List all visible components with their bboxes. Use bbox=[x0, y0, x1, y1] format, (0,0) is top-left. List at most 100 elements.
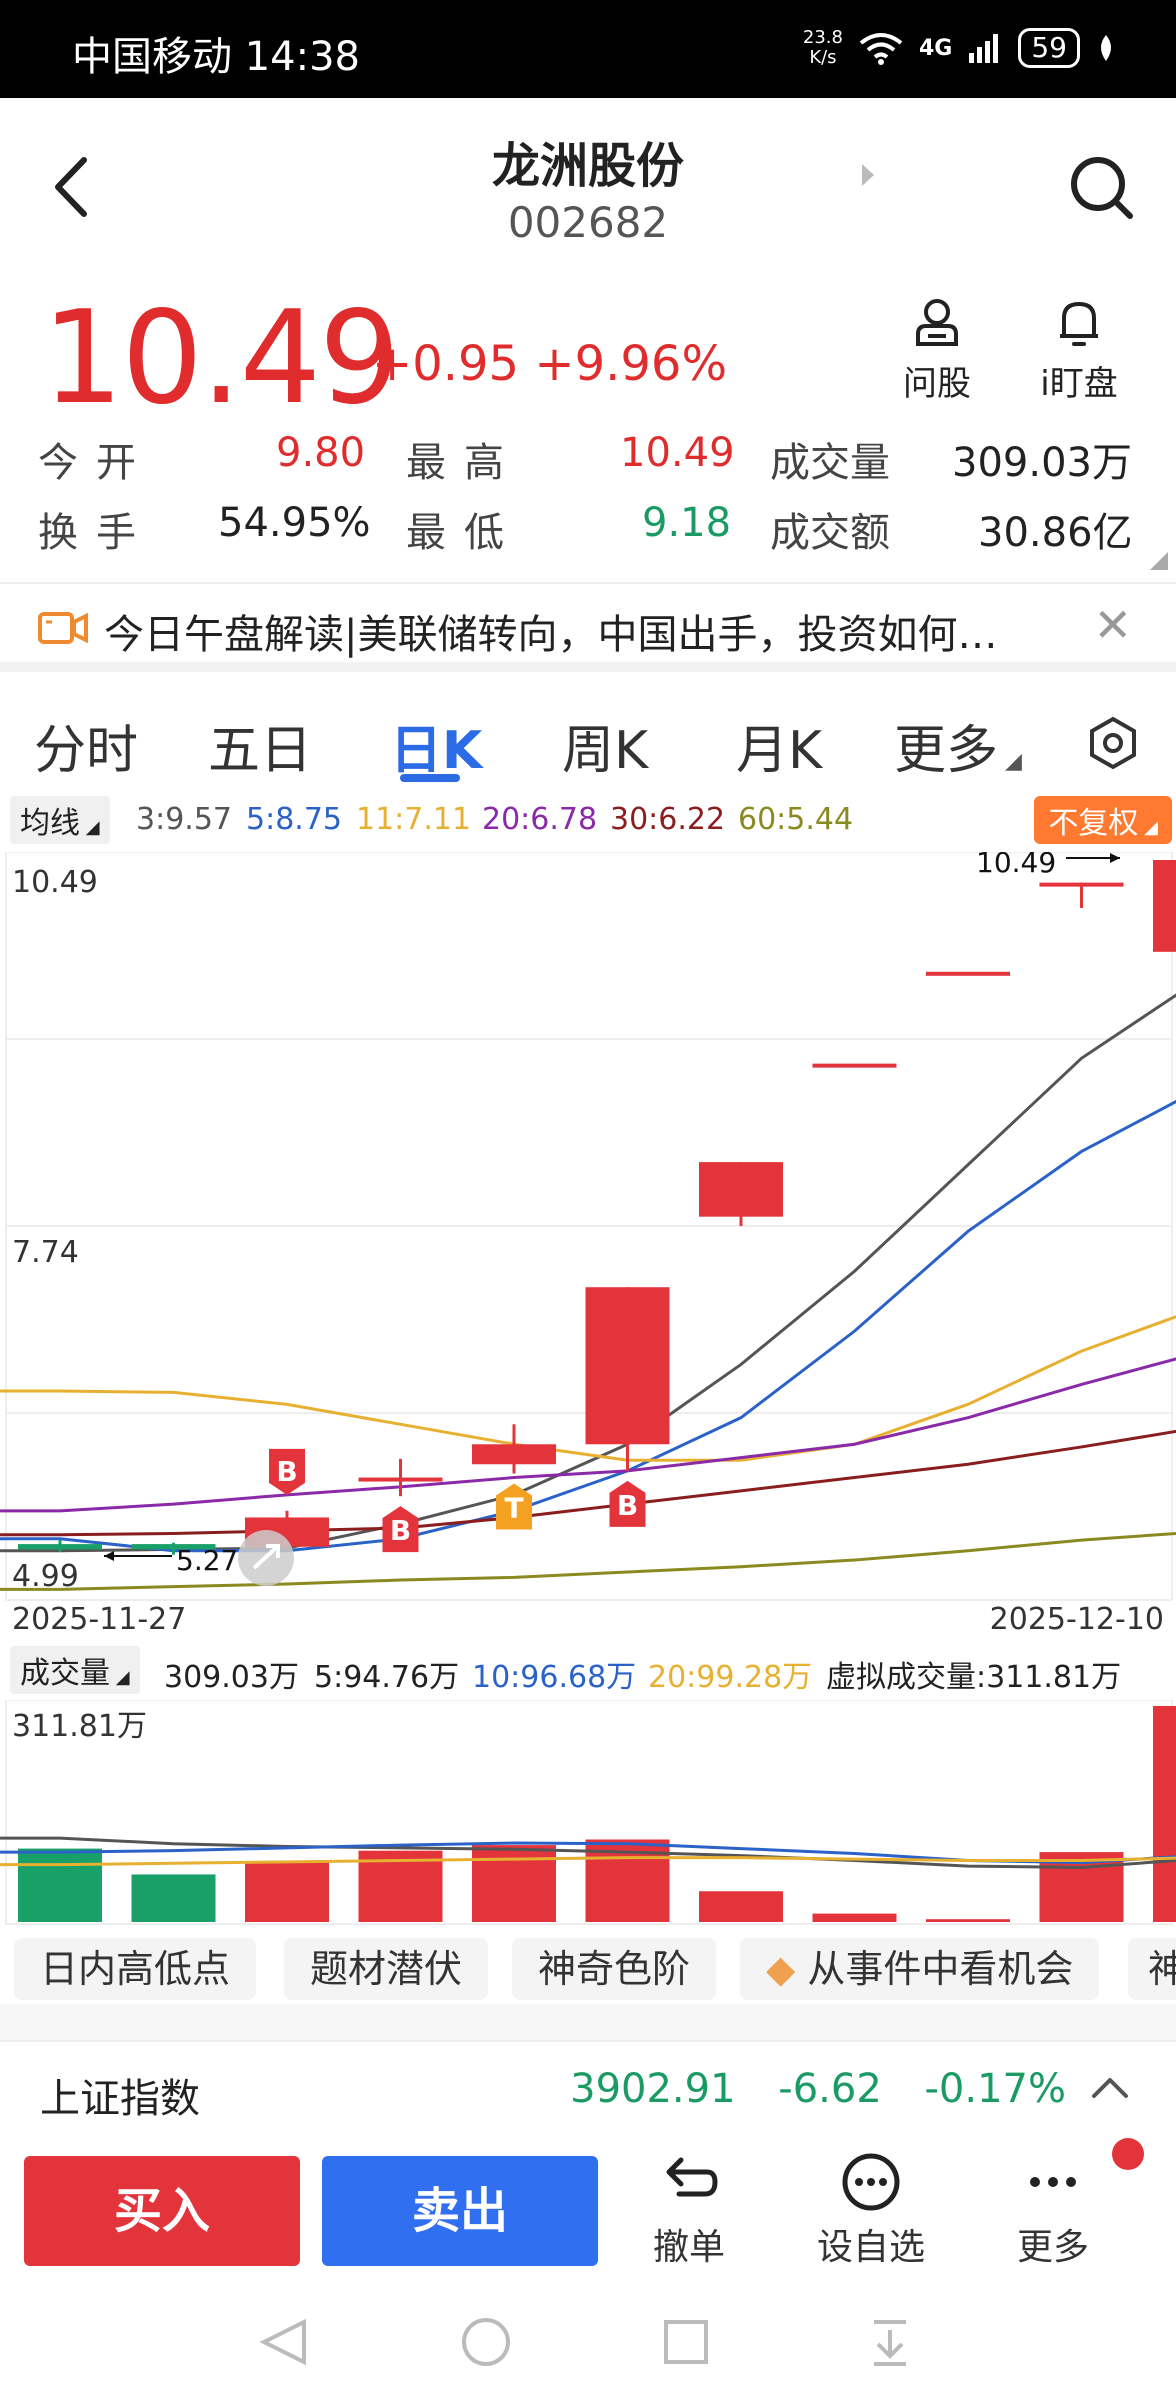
open-value: 9.80 bbox=[276, 430, 366, 476]
news-banner[interactable]: 今日午盘解读|美联储转向，中国出手，投资如何… ✕ bbox=[0, 582, 1176, 672]
bell-icon bbox=[1060, 301, 1098, 346]
amount-label: 成交额 bbox=[770, 510, 890, 556]
ma-legend: 均线 ◢ 3:9.57 5:8.75 11:7.11 20:6.78 30:6.… bbox=[0, 796, 1176, 846]
volume-bar bbox=[472, 1845, 556, 1922]
signal-icon bbox=[969, 34, 999, 63]
chevron-up-icon[interactable] bbox=[1090, 2072, 1130, 2102]
signal-label: B bbox=[390, 1514, 411, 1547]
tab-five-day[interactable]: 五日 bbox=[208, 721, 313, 781]
nav-back-icon[interactable] bbox=[259, 2318, 306, 2366]
volume-bar bbox=[245, 1861, 329, 1922]
candle-body bbox=[926, 971, 1010, 976]
system-nav-bar bbox=[0, 2300, 1176, 2400]
volume-item: 309.03万 bbox=[164, 1660, 299, 1695]
ma-item: 60:5.44 bbox=[738, 802, 854, 837]
tab-monthly-k[interactable]: 月K bbox=[736, 721, 823, 781]
candle-body bbox=[472, 1444, 556, 1465]
ma-selector[interactable]: 均线 ◢ bbox=[10, 796, 110, 844]
tab-intraday[interactable]: 分时 bbox=[34, 721, 139, 781]
watch-stock-button[interactable]: i盯盘 bbox=[1024, 296, 1134, 405]
clock: 14:38 bbox=[244, 34, 360, 80]
volume-label: 成交量 bbox=[770, 440, 890, 486]
more-circle-icon bbox=[842, 2153, 900, 2211]
index-bar[interactable]: 上证指数 3902.91 -6.62 -0.17% bbox=[0, 2040, 1176, 2136]
ma-line bbox=[0, 1531, 1176, 1591]
volume-selector[interactable]: 成交量 ◢ bbox=[10, 1646, 140, 1694]
trade-bar: 买入 卖出 撤单 设自选 更多 bbox=[0, 2140, 1176, 2280]
ma-line bbox=[0, 1429, 1176, 1537]
tab-more[interactable]: 更多 ◢ bbox=[894, 721, 1022, 781]
buy-button[interactable]: 买入 bbox=[24, 2156, 300, 2266]
candlestick-chart[interactable]: BBTBS 10.49 7.74 4.99 10.49 5.27 bbox=[0, 852, 1176, 1602]
nav-keyboard-icon[interactable] bbox=[874, 2320, 906, 2366]
tab-weekly-k[interactable]: 周K bbox=[562, 721, 649, 781]
status-icons: 23.8 K/s 4G 59 bbox=[803, 28, 1116, 68]
nav-recent-icon[interactable] bbox=[664, 2320, 708, 2364]
settings-hexagon-icon[interactable] bbox=[1086, 716, 1140, 770]
network-type: 4G bbox=[918, 35, 953, 61]
high-label: 最高 bbox=[406, 440, 522, 486]
candle-body bbox=[358, 1477, 443, 1482]
signal-marker bbox=[496, 1483, 532, 1530]
low-value: 9.18 bbox=[642, 500, 732, 546]
tab-daily-k[interactable]: 日K bbox=[390, 721, 483, 781]
divider bbox=[0, 2004, 1176, 2040]
dropdown-triangle-icon: ◢ bbox=[80, 817, 100, 838]
volume-bar bbox=[812, 1913, 897, 1922]
diamond-icon: ◆ bbox=[766, 1947, 808, 1991]
candle-body bbox=[699, 1162, 783, 1217]
volume-item: 10:96.68万 bbox=[472, 1660, 637, 1695]
high-marker-label: 10.49 bbox=[976, 852, 1056, 879]
battery-indicator: 59 bbox=[1018, 28, 1080, 68]
open-label: 今开 bbox=[38, 440, 154, 486]
back-icon[interactable] bbox=[40, 142, 110, 232]
chart-expand-icon[interactable] bbox=[238, 1530, 294, 1586]
adjust-mode-button[interactable]: 不复权 ◢ bbox=[1034, 796, 1172, 844]
stock-code: 002682 bbox=[507, 198, 669, 247]
notification-dot bbox=[1112, 2138, 1144, 2170]
quote-stats: 今开 9.80 最高 10.49 成交量 309.03万 换手 54.95% 最… bbox=[38, 430, 1148, 570]
y-axis-top-label: 10.49 bbox=[12, 865, 98, 900]
expand-corner-icon[interactable] bbox=[1150, 552, 1168, 570]
chip-more[interactable]: 神 bbox=[1128, 1938, 1176, 2000]
video-icon bbox=[38, 612, 88, 644]
volume-value: 309.03万 bbox=[952, 440, 1132, 486]
volume-item: 虚拟成交量:311.81万 bbox=[826, 1660, 1122, 1695]
undo-icon bbox=[666, 2157, 718, 2197]
volume-item: 20:99.28万 bbox=[648, 1660, 813, 1695]
candle-body bbox=[1039, 882, 1124, 887]
volume-chart[interactable]: 311.81万 bbox=[0, 1700, 1176, 1926]
y-axis-mid-label: 7.74 bbox=[12, 1235, 79, 1270]
candle-body bbox=[131, 1544, 216, 1550]
ma-item: 30:6.22 bbox=[610, 802, 726, 837]
cancel-order-button[interactable]: 撤单 bbox=[624, 2150, 754, 2270]
signal-label: T bbox=[504, 1492, 523, 1525]
ma-line bbox=[0, 1315, 1176, 1462]
status-carrier-time: 中国移动 14:38 bbox=[72, 24, 360, 82]
chip-intraday-high-low[interactable]: 日内高低点 bbox=[14, 1938, 257, 2000]
dropdown-triangle-icon: ◢ bbox=[998, 749, 1022, 774]
signal-marker bbox=[269, 1448, 305, 1495]
ma-line bbox=[0, 1357, 1176, 1513]
leaf-icon bbox=[1101, 35, 1111, 61]
date-start-label: 2025-11-27 bbox=[12, 1602, 187, 1637]
more-button[interactable]: 更多 bbox=[988, 2150, 1118, 2270]
nav-home-icon[interactable] bbox=[462, 2318, 510, 2366]
ma-item: 11:7.11 bbox=[356, 802, 472, 837]
search-icon[interactable] bbox=[1066, 152, 1136, 222]
signal-label: B bbox=[276, 1455, 297, 1488]
chip-color-scale[interactable]: 神奇色阶 bbox=[512, 1938, 717, 2000]
volume-bar bbox=[358, 1850, 443, 1922]
next-stock-arrow-icon[interactable] bbox=[862, 164, 874, 186]
dots-icon bbox=[1030, 2177, 1076, 2187]
sell-button[interactable]: 卖出 bbox=[322, 2156, 598, 2266]
add-watchlist-button[interactable]: 设自选 bbox=[806, 2150, 936, 2270]
ma-line bbox=[0, 993, 1176, 1553]
ma-item: 20:6.78 bbox=[482, 802, 598, 837]
ask-stock-button[interactable]: 问股 bbox=[882, 296, 992, 405]
low-label: 最低 bbox=[406, 510, 522, 556]
volume-ma-line bbox=[0, 1836, 1176, 1869]
chip-events[interactable]: ◆ 从事件中看机会 bbox=[740, 1938, 1100, 2000]
chip-theme[interactable]: 题材潜伏 bbox=[284, 1938, 489, 2000]
close-icon[interactable]: ✕ bbox=[1093, 598, 1132, 652]
